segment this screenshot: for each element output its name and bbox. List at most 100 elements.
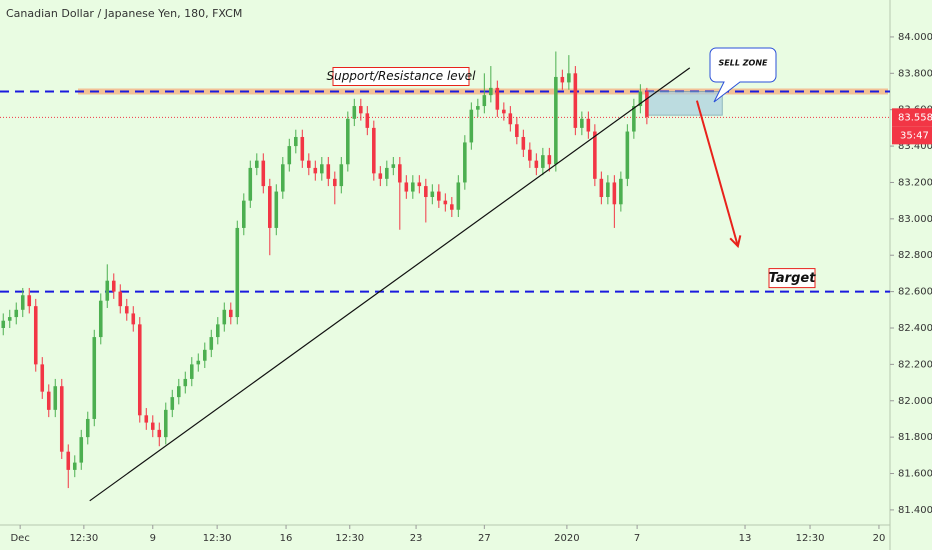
candle-body — [346, 118, 350, 165]
candle-body — [528, 149, 532, 161]
candle-body — [209, 337, 214, 350]
y-tick-label: 84.000 — [898, 32, 932, 43]
candle-body — [547, 155, 552, 165]
candle-body — [534, 160, 539, 168]
candle-body — [137, 324, 142, 416]
candle-body — [235, 227, 240, 318]
candle-body — [450, 204, 454, 210]
candle-body — [632, 106, 636, 132]
candle-body — [313, 167, 318, 174]
candle-body — [567, 73, 571, 83]
candle-body — [40, 364, 45, 392]
candle-body — [489, 87, 493, 96]
candle-body — [502, 109, 506, 114]
candle-body — [391, 164, 396, 168]
y-tick-label: 82.600 — [898, 287, 932, 298]
candle-body — [274, 191, 279, 228]
candle-body — [215, 324, 220, 338]
sell-zone — [647, 91, 723, 116]
candle-body — [619, 178, 623, 205]
x-tick-label: 12:30 — [69, 533, 98, 544]
candle-body — [287, 146, 292, 165]
x-tick-label: 2020 — [554, 533, 579, 544]
y-tick-label: 82.000 — [898, 396, 932, 407]
candle-body — [352, 106, 357, 119]
candle-body — [242, 200, 246, 228]
arrow-head — [729, 235, 742, 249]
candle-body — [476, 106, 480, 110]
candle-body — [586, 118, 591, 132]
candle-body — [255, 160, 259, 168]
candle-body — [398, 164, 402, 183]
trendline — [89, 67, 691, 502]
candle-body — [59, 386, 64, 452]
candle-body — [85, 418, 90, 438]
candle-body — [163, 409, 168, 438]
candle-body — [150, 422, 155, 430]
y-tick-label: 81.800 — [898, 432, 932, 443]
candle-body — [1, 320, 6, 328]
candle-body — [606, 182, 610, 198]
candle-body — [437, 191, 441, 201]
candle-body — [515, 124, 519, 137]
candle-body — [541, 155, 545, 168]
candle-body — [430, 191, 435, 198]
x-tick-label: 7 — [634, 533, 640, 544]
candle-body — [176, 386, 181, 398]
candle-body — [404, 182, 409, 192]
candle-body — [560, 76, 565, 83]
x-tick-label: 13 — [739, 533, 752, 544]
candle-body — [33, 306, 38, 365]
candle-body — [411, 182, 415, 192]
candle-body — [189, 364, 194, 379]
x-tick-label: 27 — [478, 533, 491, 544]
y-tick-label: 83.000 — [898, 214, 932, 225]
candle-body — [20, 295, 25, 310]
candle-body — [307, 160, 311, 168]
candle-body — [482, 95, 487, 107]
candle-body — [248, 167, 253, 201]
x-tick-label: 20 — [873, 533, 886, 544]
zone-label: SELL ZONE — [719, 59, 769, 68]
y-tick-label: 83.800 — [898, 68, 932, 79]
candle-body — [105, 280, 110, 301]
y-tick-label: 82.800 — [898, 250, 932, 261]
candle-body — [53, 386, 58, 410]
chart-title: Canadian Dollar / Japanese Yen, 180, FXC… — [6, 7, 242, 20]
candle-body — [229, 309, 233, 318]
candle-body — [268, 186, 272, 228]
candle-body — [14, 309, 19, 318]
candle-body — [261, 160, 266, 187]
candle-body — [495, 87, 500, 110]
candle-body — [124, 306, 129, 314]
countdown-box — [892, 126, 932, 145]
level-label-box — [332, 67, 470, 87]
candle-body — [424, 186, 428, 198]
candle-body — [625, 131, 630, 179]
level-label: Support/Resistance level — [326, 69, 476, 83]
countdown-label: 35:47 — [900, 130, 929, 141]
candle-body — [118, 291, 123, 307]
x-tick-label: 23 — [410, 533, 423, 544]
x-tick-label: 12:30 — [203, 533, 232, 544]
candle-body — [144, 415, 149, 423]
candle-body — [359, 106, 363, 114]
candle-body — [196, 360, 201, 365]
candle-body — [339, 164, 344, 187]
candle-body — [580, 118, 584, 128]
candle-body — [326, 164, 331, 179]
candle-body — [98, 300, 103, 338]
y-tick-label: 83.400 — [898, 141, 932, 152]
candle-body — [378, 173, 383, 179]
candle-body — [79, 437, 84, 463]
candle-body — [300, 136, 305, 161]
x-tick-label: 16 — [280, 533, 293, 544]
candle-body — [46, 391, 51, 410]
arrow — [695, 100, 739, 247]
y-tick-label: 82.400 — [898, 323, 932, 334]
callout — [709, 47, 777, 103]
candle-body — [66, 451, 71, 470]
candle-body — [170, 397, 175, 410]
candle-body — [463, 142, 467, 183]
